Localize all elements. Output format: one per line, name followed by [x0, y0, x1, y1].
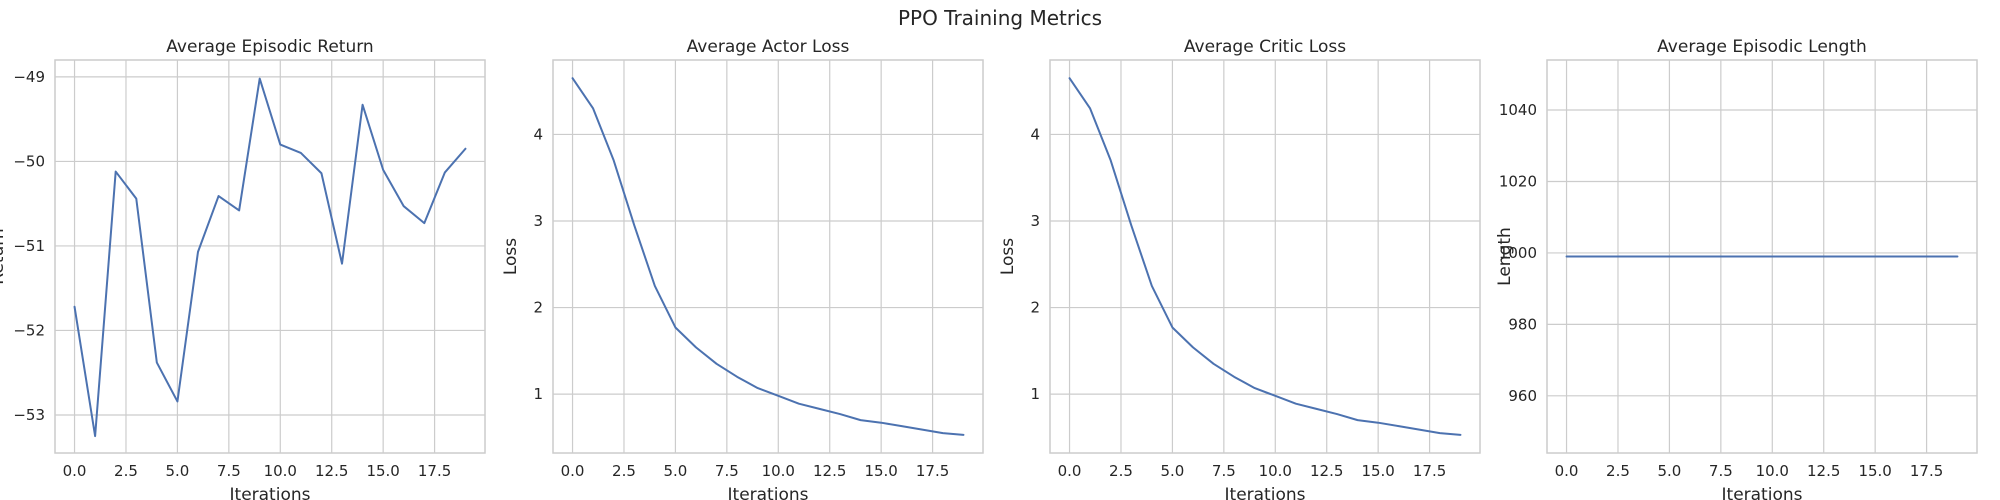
critic-loss-ytick-label: 2 — [1030, 299, 1040, 317]
actor-loss-xtick-label: 7.5 — [715, 462, 739, 480]
actor-loss-xtick-label: 17.5 — [916, 462, 949, 480]
critic-loss-ytick-label: 3 — [1030, 212, 1040, 230]
actor-loss-ytick-label: 1 — [533, 385, 543, 403]
return-ytick-label: −49 — [13, 68, 45, 86]
critic-loss-xtick-label: 10.0 — [1259, 462, 1292, 480]
actor-loss-xtick-label: 12.5 — [813, 462, 846, 480]
return-xlabel: Iterations — [230, 485, 311, 500]
return-ytick-label: −51 — [13, 237, 45, 255]
actor-loss-ytick-label: 4 — [533, 125, 543, 143]
critic-loss-xtick-label: 15.0 — [1361, 462, 1394, 480]
critic-loss-ylabel: Loss — [998, 238, 1018, 275]
length-xtick-label: 17.5 — [1910, 462, 1943, 480]
return-ytick-label: −52 — [13, 321, 45, 339]
length-xtick-label: 15.0 — [1858, 462, 1891, 480]
critic-loss-xlabel: Iterations — [1225, 485, 1306, 500]
length-xlabel: Iterations — [1722, 485, 1803, 500]
actor-loss-xtick-label: 10.0 — [762, 462, 795, 480]
length-ytick-label: 1020 — [1499, 172, 1537, 190]
critic-loss-ytick-label: 1 — [1030, 385, 1040, 403]
critic-loss-xtick-label: 17.5 — [1413, 462, 1446, 480]
return-ytick-label: −50 — [13, 152, 45, 170]
actor-loss-ytick-label: 2 — [533, 299, 543, 317]
length-plot-frame — [1546, 59, 1978, 454]
length-xtick-label: 2.5 — [1606, 462, 1630, 480]
figure-title: PPO Training Metrics — [897, 6, 1103, 30]
actor-loss-title: Average Actor Loss — [687, 37, 850, 57]
return-xtick-label: 12.5 — [315, 462, 348, 480]
actor-loss-ylabel: Loss — [501, 238, 521, 275]
length-ylabel: Length — [1495, 227, 1515, 286]
return-ylabel: Return — [0, 228, 8, 284]
return-xtick-label: 10.0 — [264, 462, 297, 480]
actor-loss-series-line — [571, 77, 965, 436]
critic-loss-xtick-label: 7.5 — [1212, 462, 1236, 480]
length-xtick-label: 12.5 — [1807, 462, 1840, 480]
length-xtick-label: 10.0 — [1756, 462, 1789, 480]
length-ytick-label: 960 — [1508, 387, 1537, 405]
actor-loss-xlabel: Iterations — [728, 485, 809, 500]
return-ytick-label: −53 — [13, 406, 45, 424]
length-ytick-label: 980 — [1508, 315, 1537, 333]
length-xtick-label: 7.5 — [1709, 462, 1733, 480]
actor-loss-xtick-label: 5.0 — [663, 462, 687, 480]
critic-loss-series-line — [1068, 77, 1462, 436]
actor-loss-plot-frame — [552, 59, 984, 454]
critic-loss-plot-frame — [1049, 59, 1481, 454]
return-xtick-label: 5.0 — [165, 462, 189, 480]
critic-loss-xtick-label: 2.5 — [1109, 462, 1133, 480]
return-xtick-label: 15.0 — [366, 462, 399, 480]
critic-loss-title: Average Critic Loss — [1184, 37, 1346, 57]
return-plot-frame — [54, 59, 486, 454]
return-chart: 0.0 2.5 5.0 7.5 10.0 12.5 15.0 17.5 −53 −52 −51 −50… — [0, 37, 486, 500]
return-series-line — [73, 77, 467, 438]
actor-loss-xtick-label: 15.0 — [864, 462, 897, 480]
critic-loss-chart: 0.0 2.5 5.0 7.5 10.0 12.5 15.0 17.5 1 2 3 4 Average … — [998, 37, 1481, 500]
length-ytick-label: 1040 — [1499, 101, 1537, 119]
return-xtick-label: 7.5 — [217, 462, 241, 480]
actor-loss-xtick-label: 0.0 — [561, 462, 585, 480]
return-xtick-label: 2.5 — [114, 462, 138, 480]
length-ytick-label: 1000 — [1499, 244, 1537, 262]
length-title: Average Episodic Length — [1657, 37, 1867, 57]
critic-loss-xtick-label: 5.0 — [1160, 462, 1184, 480]
length-xtick-label: 0.0 — [1555, 462, 1579, 480]
return-xtick-label: 0.0 — [63, 462, 87, 480]
critic-loss-xtick-label: 0.0 — [1058, 462, 1082, 480]
actor-loss-ytick-label: 3 — [533, 212, 543, 230]
critic-loss-xtick-label: 12.5 — [1310, 462, 1343, 480]
return-title: Average Episodic Return — [166, 37, 373, 57]
length-xtick-label: 5.0 — [1657, 462, 1681, 480]
return-xtick-label: 17.5 — [418, 462, 451, 480]
critic-loss-ytick-label: 4 — [1030, 125, 1040, 143]
length-chart: 0.0 2.5 5.0 7.5 10.0 12.5 15.0 17.5 960 980 1000 10… — [1495, 37, 1978, 500]
actor-loss-xtick-label: 2.5 — [612, 462, 636, 480]
actor-loss-chart: 0.0 2.5 5.0 7.5 10.0 12.5 15.0 17.5 1 2 3 4 Average … — [501, 37, 984, 500]
